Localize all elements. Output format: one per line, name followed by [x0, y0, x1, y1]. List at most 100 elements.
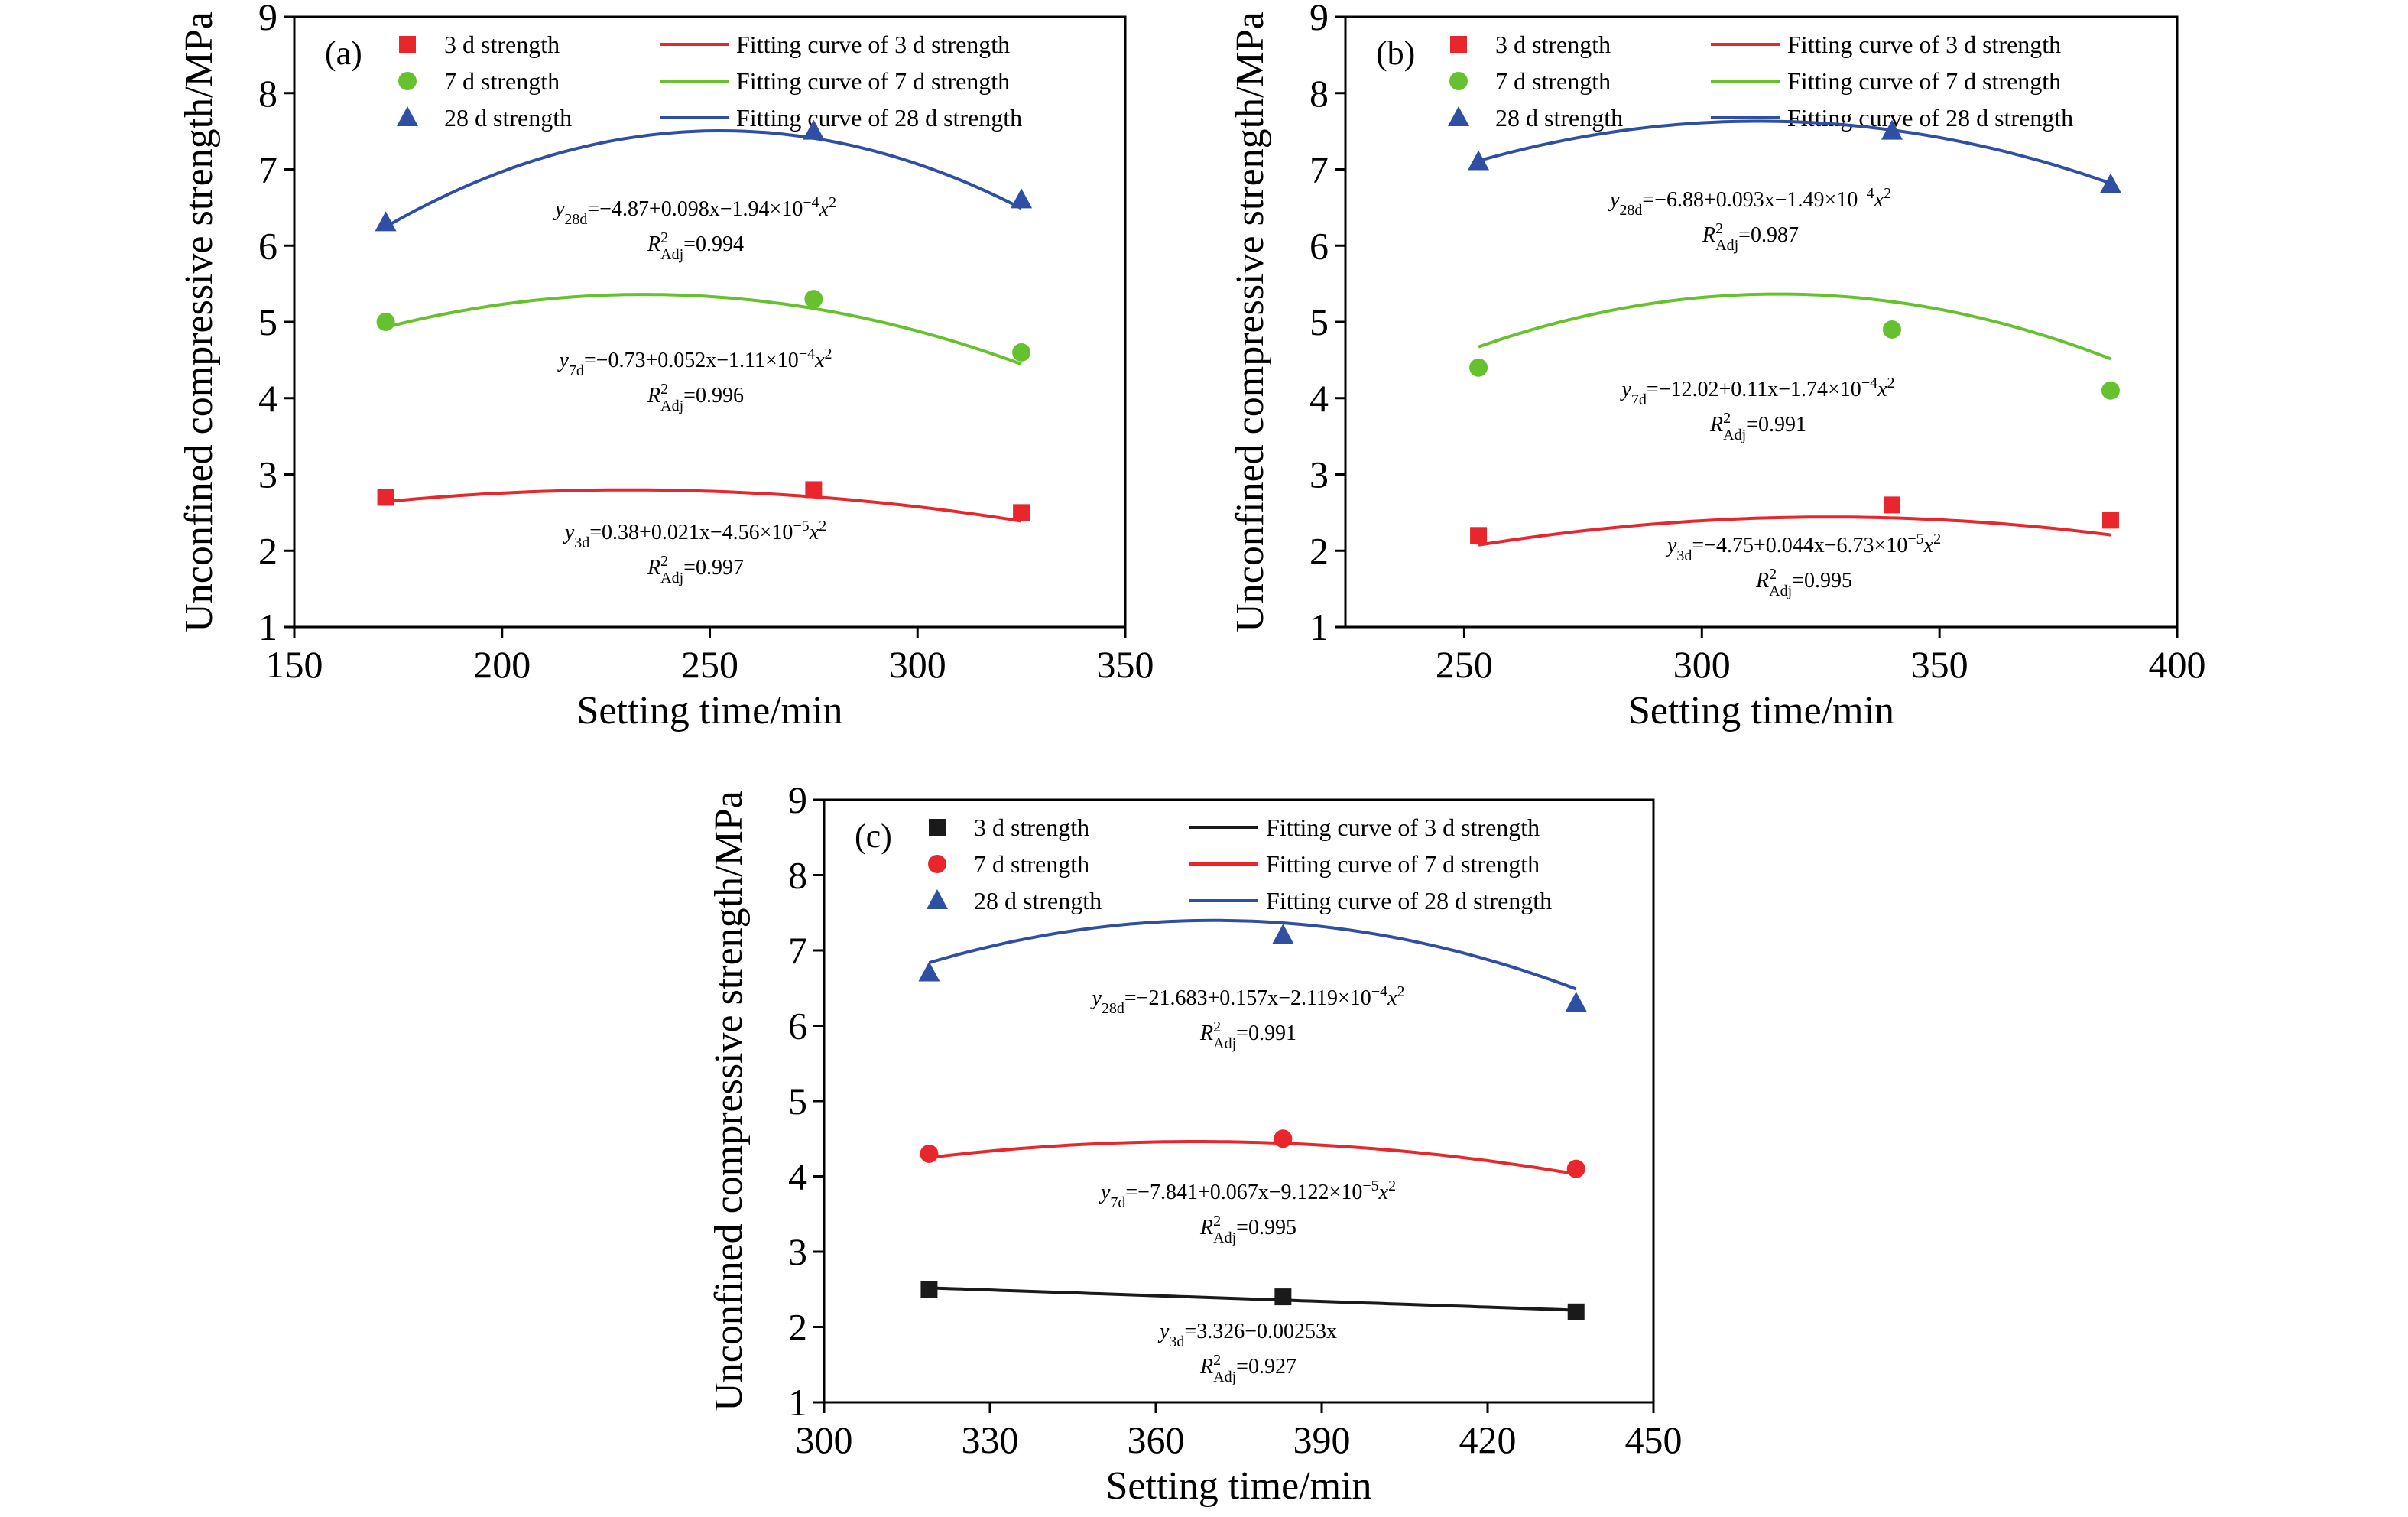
y-axis-title: Unconfined compressive strength/MPa	[1228, 11, 1272, 632]
fit-curve	[385, 128, 1023, 229]
legend-marker	[397, 106, 418, 126]
y-tick-label: 4	[258, 377, 277, 420]
y-tick-label: 3	[1309, 453, 1329, 496]
data-point	[1882, 320, 1901, 339]
legend-label: 3 d strength	[974, 814, 1089, 841]
data-point	[1566, 1159, 1585, 1178]
legend-label: 7 d strength	[974, 850, 1089, 878]
x-axis-title: Setting time/min	[576, 689, 842, 733]
data-point	[375, 211, 397, 232]
fit-r2: R2 Adj=0.997	[647, 553, 744, 586]
x-tick-label: 300	[889, 643, 946, 686]
fit-curve	[1478, 515, 2111, 547]
chart-panel-2: 1 2 3 4 5 6 7 8 9 250 300 350 400 Setting time/min Unc…	[1228, 0, 2206, 733]
y-tick-label: 9	[1309, 0, 1329, 38]
legend-marker	[929, 819, 946, 836]
y-tick-label: 5	[788, 1080, 807, 1122]
legend-label: Fitting curve of 7 d strength	[1787, 67, 2061, 95]
legend-marker	[928, 855, 946, 873]
legend-marker	[1450, 36, 1467, 53]
fit-r2: R2 Adj=0.996	[647, 381, 744, 414]
legend-label: Fitting curve of 28 d strength	[736, 104, 1022, 132]
data-point	[1012, 343, 1031, 362]
x-tick-label: 300	[1673, 643, 1731, 686]
legend-label: 7 d strength	[444, 67, 560, 95]
fit-r2: R2 Adj=0.991	[1709, 410, 1806, 443]
fit-equation: y7d=−12.02+0.11x−1.74×10−4x2	[1619, 375, 1894, 408]
fit-r2: R2 Adj=0.994	[647, 229, 744, 263]
data-point	[918, 961, 940, 982]
fit-equation: y7d=−0.73+0.052x−1.11×10−4x2	[557, 346, 832, 379]
fit-curve	[929, 1140, 1577, 1176]
x-tick-label: 350	[1911, 643, 1968, 686]
fit-curve	[1478, 292, 2111, 361]
legend-label: 7 d strength	[1495, 67, 1611, 95]
y-tick-label: 4	[1309, 377, 1329, 420]
data-point	[1881, 119, 1903, 140]
fit-r2: R2 Adj=0.987	[1702, 220, 1799, 254]
y-tick-label: 7	[1309, 148, 1329, 191]
legend-label: 28 d strength	[1495, 104, 1623, 132]
panel-label: (c)	[855, 817, 892, 855]
fit-r2: R2 Adj=0.991	[1199, 1018, 1296, 1052]
fit-equation: y28d=−6.88+0.093x−1.49×10−4x2	[1608, 185, 1891, 219]
panel-label: (a)	[325, 34, 362, 72]
legend-marker	[398, 72, 417, 90]
legend-label: Fitting curve of 3 d strength	[1787, 31, 2061, 58]
data-point	[377, 489, 394, 506]
fit-equation: y7d=−7.841+0.067x−9.122×10−5x2	[1099, 1178, 1396, 1211]
data-point	[805, 481, 823, 499]
y-tick-label: 1	[258, 606, 277, 648]
y-tick-label: 3	[788, 1230, 807, 1273]
legend-label: Fitting curve of 28 d strength	[1787, 104, 2073, 132]
chart-panel-3: 1 2 3 4 5 6 7 8 9 300 330 360 390 420 450 Setting time/…	[707, 778, 1683, 1508]
x-axis-title: Setting time/min	[1105, 1464, 1371, 1508]
x-tick-label: 150	[266, 643, 323, 686]
x-tick-label: 390	[1293, 1418, 1351, 1461]
data-point	[2101, 512, 2119, 529]
y-tick-label: 1	[1309, 606, 1329, 648]
y-tick-label: 4	[788, 1155, 807, 1198]
x-tick-label: 300	[796, 1418, 853, 1461]
x-tick-label: 400	[2149, 643, 2206, 686]
y-tick-label: 9	[788, 778, 807, 821]
legend-marker	[1448, 106, 1469, 126]
x-axis-title: Setting time/min	[1628, 689, 1894, 733]
legend-label: 3 d strength	[444, 31, 560, 58]
data-point	[1274, 1288, 1292, 1306]
y-axis-title: Unconfined compressive strength/MPa	[177, 11, 221, 632]
data-point	[1565, 991, 1587, 1012]
y-tick-label: 7	[258, 148, 277, 191]
data-point	[1011, 188, 1033, 209]
y-tick-label: 2	[258, 529, 277, 572]
legend-marker	[399, 36, 416, 53]
y-tick-label: 8	[788, 854, 807, 897]
x-tick-label: 420	[1459, 1418, 1517, 1461]
y-tick-label: 5	[1309, 300, 1329, 343]
fit-equation: y28d=−21.683+0.157x−2.119×10−4x2	[1089, 983, 1404, 1017]
y-tick-label: 5	[258, 300, 277, 343]
y-tick-label: 7	[788, 929, 807, 972]
data-point	[1468, 150, 1490, 171]
y-tick-label: 8	[258, 72, 277, 115]
y-tick-label: 6	[1309, 224, 1329, 267]
legend-label: Fitting curve of 7 d strength	[736, 67, 1010, 95]
data-point	[1013, 504, 1030, 521]
legend-label: 28 d strength	[444, 104, 572, 132]
fit-curve	[385, 293, 1022, 366]
data-point	[1274, 1129, 1293, 1148]
legend-label: Fitting curve of 7 d strength	[1266, 850, 1540, 878]
x-tick-label: 360	[1128, 1418, 1185, 1461]
legend-label: Fitting curve of 28 d strength	[1266, 887, 1552, 914]
fit-curve	[929, 1286, 1576, 1312]
data-point	[920, 1281, 938, 1298]
y-tick-label: 6	[258, 224, 277, 267]
x-tick-label: 330	[962, 1418, 1019, 1461]
fit-curve	[1478, 119, 2111, 185]
legend-label: Fitting curve of 3 d strength	[1266, 814, 1540, 841]
y-tick-label: 9	[258, 0, 277, 38]
fit-r2: R2 Adj=0.995	[1755, 566, 1852, 599]
fit-r2: R2 Adj=0.927	[1199, 1352, 1296, 1385]
legend-label: Fitting curve of 3 d strength	[736, 31, 1010, 58]
